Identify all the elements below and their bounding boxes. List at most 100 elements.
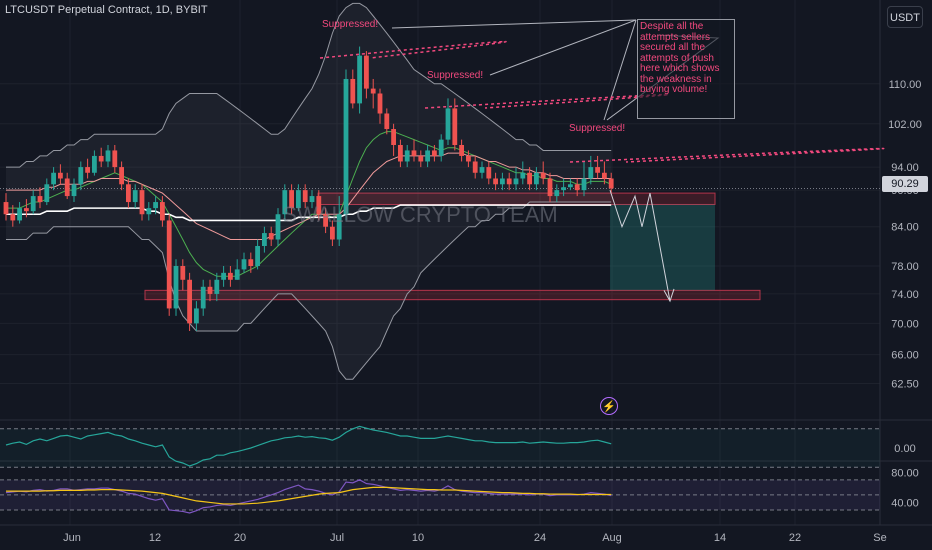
candle-body (588, 167, 594, 179)
bollinger-bands (6, 2, 612, 380)
candle-body (534, 172, 539, 185)
candle-body (418, 155, 424, 162)
candle-body (51, 172, 56, 185)
candle-body (173, 266, 179, 309)
candle-body (336, 214, 342, 240)
candle-body (398, 145, 403, 162)
suppressed-label-1: Suppressed! (322, 19, 379, 30)
candle-body (289, 190, 294, 209)
price-tick-label: 62.50 (891, 378, 919, 390)
candle-body (139, 190, 145, 215)
candle-body (160, 202, 165, 221)
candle-body (581, 178, 587, 191)
suppression-arc (569, 147, 885, 163)
candle-body (309, 196, 315, 203)
candle-body (438, 139, 444, 156)
candles (3, 46, 614, 331)
candle-body (350, 78, 356, 104)
candle-body (44, 184, 50, 203)
suppression-arc (319, 40, 507, 59)
candle-body (187, 279, 192, 324)
candle-body (112, 150, 118, 168)
candle-body (214, 279, 220, 294)
price-tick-label: 66.00 (891, 350, 919, 362)
candle-body (17, 208, 22, 221)
candle-body (479, 167, 485, 173)
rsi-ma-line (6, 486, 612, 505)
candle-body (166, 220, 172, 309)
moving-average-line (6, 204, 612, 222)
candle-body (132, 190, 138, 203)
rsi-tick-label: 40.00 (891, 497, 919, 509)
currency-button[interactable]: USDT (887, 6, 923, 28)
projection-arrowhead (663, 288, 675, 303)
candle-body (221, 272, 226, 280)
candle-body (364, 55, 369, 89)
candle-body (330, 226, 335, 240)
time-tick-label: Se (873, 532, 886, 544)
rsi-bg (0, 479, 880, 510)
watermark: SWALLOW CRYPTO TEAM (282, 202, 557, 227)
annotation-arrow (391, 19, 637, 29)
candle-body (561, 187, 566, 191)
candle-body (153, 202, 158, 209)
candle-body (602, 172, 607, 179)
time-tick-label: Aug (602, 532, 622, 544)
candle-body (568, 184, 573, 188)
candle-body (554, 190, 560, 197)
candle-body (370, 88, 376, 94)
osc-line (5, 425, 612, 467)
moving-average-line (6, 152, 612, 240)
candle-body (445, 108, 451, 140)
candle-body (119, 167, 124, 185)
candle-body (411, 150, 417, 156)
osc-bg (0, 428, 880, 468)
candle-body (58, 172, 63, 179)
time-tick-label: 22 (789, 532, 801, 544)
zones (0, 187, 880, 301)
candle-body (200, 286, 206, 309)
price-tick-label: 84.00 (891, 222, 919, 234)
candle-body (377, 93, 383, 114)
candle-body (255, 245, 260, 267)
candle-body (3, 202, 9, 215)
candle-body (98, 155, 104, 162)
projection-path (609, 189, 671, 302)
candle-body (105, 150, 111, 162)
candle-body (30, 196, 36, 212)
candle-body (10, 214, 16, 221)
candle-body (92, 155, 97, 173)
candle-body (24, 208, 29, 212)
candle-body (520, 172, 526, 179)
candle-body (302, 190, 308, 203)
candle-body (37, 196, 43, 203)
lightning-icon[interactable]: ⚡ (600, 397, 618, 415)
candle-body (146, 208, 152, 215)
candle-body (241, 259, 247, 270)
bollinger-upper (6, 2, 612, 168)
candle-body (64, 178, 70, 197)
candle-body (357, 55, 362, 104)
candle-body (466, 155, 471, 162)
bollinger-lower (6, 201, 612, 380)
candle-body (316, 196, 322, 215)
candle-body (540, 172, 546, 179)
rsi-panel (0, 479, 880, 514)
rsi-tick-label: 80.00 (891, 467, 919, 479)
candle-body (343, 78, 349, 215)
candle-body (432, 150, 437, 156)
time-axis: Jun 12 20 Jul 10 24 Aug 14 22 Se (63, 532, 887, 544)
target-zone (610, 204, 715, 291)
time-tick-label: 20 (234, 532, 246, 544)
candle-body (459, 145, 464, 156)
candle-body (323, 214, 328, 227)
price-tick-label: 102.00 (888, 119, 922, 131)
time-tick-label: 24 (534, 532, 546, 544)
candle-body (268, 233, 274, 240)
time-tick-label: 10 (412, 532, 424, 544)
suppressed-label-3: Suppressed! (569, 123, 626, 134)
candle-body (207, 286, 213, 294)
price-tick-label: 78.00 (891, 261, 919, 273)
candle-body (513, 178, 519, 185)
